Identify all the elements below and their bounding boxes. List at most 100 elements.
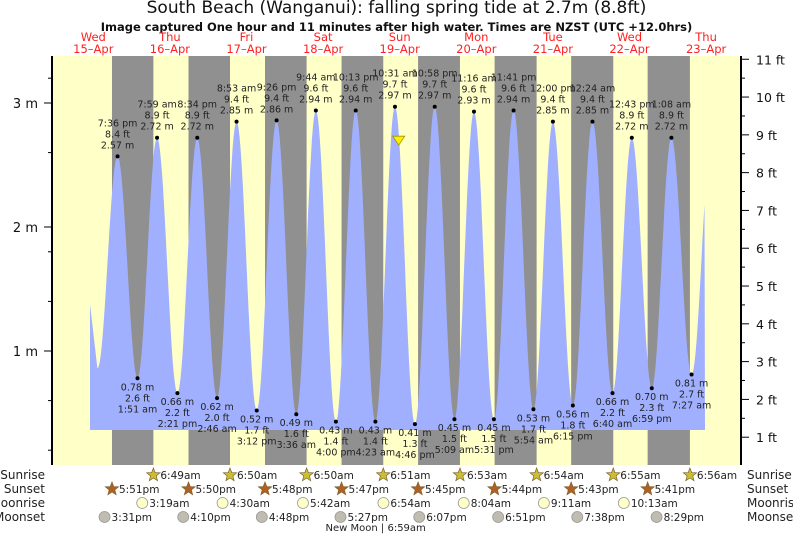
tide-label-high: 9.4 ft: [264, 93, 289, 104]
sunrise-time: 6:55am: [620, 470, 660, 482]
moonset-moon-icon: [650, 511, 663, 523]
sunset-time: 5:41pm: [655, 484, 695, 496]
tide-label-low: 0.81 m: [675, 379, 708, 390]
moonrise-time: 8:04am: [471, 498, 511, 510]
tide-label-high: 9.6 ft: [343, 83, 368, 94]
tide-label-low: 4:00 pm: [316, 448, 356, 459]
moonrise-time: 10:13am: [631, 498, 678, 510]
tide-label-low: 1.6 ft: [284, 429, 309, 440]
right-axis-label: 1 ft: [756, 430, 777, 445]
tide-label-high: 2.57 m: [101, 140, 134, 151]
tide-label-high: 2.85 m: [576, 106, 609, 117]
tide-point-low: [570, 403, 575, 408]
sunset-star-icon: [563, 481, 579, 496]
tide-point-low: [452, 417, 457, 422]
moonrise-time: 3:19am: [149, 498, 189, 510]
tide-label-high: 8:53 am: [217, 84, 256, 95]
tide-point-low: [610, 391, 615, 396]
tide-label-high: 2.97 m: [418, 91, 451, 102]
day-label-date: 22–Apr: [609, 42, 650, 56]
sunrise-star-icon: [452, 467, 468, 482]
tide-label-high: 9.4 ft: [540, 95, 565, 106]
tide-label-high: 9.4 ft: [224, 95, 249, 106]
sunset-time: 5:44pm: [502, 484, 542, 496]
tide-label-high: 9:44 am: [296, 72, 335, 83]
tide-label-low: 1.5 ft: [442, 434, 467, 445]
tide-label-high: 9.4 ft: [580, 95, 605, 106]
tide-point-low: [333, 419, 338, 424]
tide-label-high: 2.72 m: [655, 122, 688, 133]
day-label-date: 21–Apr: [533, 42, 574, 56]
moonset-time: 4:48pm: [269, 512, 309, 524]
day-label-dow: Wed: [617, 30, 642, 44]
day-label-dow: Tue: [542, 30, 563, 44]
sunset-star-icon: [257, 481, 273, 496]
tide-label-low: 4:46 pm: [395, 450, 435, 461]
tide-point-high: [234, 119, 239, 124]
tide-label-high: 2.94 m: [497, 94, 530, 105]
tide-label-low: 5:31 pm: [474, 445, 514, 456]
tide-point-high: [274, 118, 279, 123]
tide-label-low: 2.0 ft: [205, 413, 230, 424]
day-label-dow: Fri: [240, 30, 254, 44]
moonset-time: 3:31pm: [112, 512, 152, 524]
moonset-moon-icon: [255, 511, 268, 523]
moonset-row-label: Moonset: [0, 510, 45, 524]
tide-point-high: [432, 104, 437, 109]
tide-point-high: [115, 154, 120, 159]
tide-label-low: 0.66 m: [161, 397, 194, 408]
sunset-star-icon: [180, 481, 197, 496]
tide-point-high: [353, 108, 358, 113]
moonrise-moon-icon: [457, 497, 470, 509]
tide-label-low: 0.45 m: [438, 423, 471, 434]
moonrise-time: 4:30am: [230, 498, 270, 510]
sunset-row-label-right: Sunset: [747, 482, 788, 496]
tide-point-low: [215, 396, 220, 401]
tide-point-high: [195, 135, 200, 140]
tide-label-high: 2.72 m: [615, 122, 648, 133]
chart-title: South Beach (Wanganui): falling spring t…: [146, 0, 647, 18]
right-axis-label: 4 ft: [756, 317, 777, 332]
tide-label-low: 0.56 m: [556, 410, 589, 421]
tide-label-high: 2.85 m: [220, 106, 253, 117]
sunrise-star-icon: [375, 467, 391, 482]
tide-label-low: 2.3 ft: [639, 403, 664, 414]
moonrise-moon-icon: [377, 497, 390, 509]
tide-label-high: 9.6 ft: [461, 85, 486, 96]
tide-label-low: 0.53 m: [517, 413, 550, 424]
tide-label-low: 2.2 ft: [165, 408, 190, 419]
tide-label-low: 2.6 ft: [125, 393, 150, 404]
moonset-time: 7:38pm: [584, 512, 624, 524]
tide-label-high: 10:58 pm: [412, 69, 458, 80]
tide-label-high: 12:00 pm: [530, 84, 576, 95]
day-label-date: 20–Apr: [456, 42, 497, 56]
moonrise-time: 6:54am: [390, 498, 430, 510]
tide-label-high: 2.94 m: [299, 94, 332, 105]
tide-label-low: 0.41 m: [398, 428, 431, 439]
moonset-time: 5:27pm: [347, 512, 387, 524]
tide-label-high: 2.97 m: [378, 91, 411, 102]
tide-label-low: 3:36 am: [277, 440, 316, 451]
tide-label-low: 1.4 ft: [363, 437, 388, 448]
day-label-dow: Sat: [314, 30, 333, 44]
moonset-moon-icon: [413, 511, 426, 523]
tide-label-low: 1.8 ft: [560, 421, 585, 432]
tide-label-low: 5:09 am: [435, 445, 474, 456]
sunrise-time: 6:50am: [314, 470, 354, 482]
tide-label-low: 4:23 am: [356, 448, 395, 459]
tide-label-high: 2.86 m: [260, 104, 293, 115]
sunrise-time: 6:50am: [237, 470, 277, 482]
moonset-moon-icon: [98, 511, 111, 523]
tide-point-high: [155, 135, 160, 140]
moonset-time: 6:51pm: [505, 512, 545, 524]
day-label-dow: Wed: [81, 30, 106, 44]
sunset-star-icon: [333, 481, 350, 496]
sunset-time: 5:47pm: [349, 484, 389, 496]
sunrise-time: 6:49am: [160, 470, 200, 482]
sunrise-row-label: Sunrise: [0, 468, 45, 482]
right-axis-label: 8 ft: [756, 166, 777, 181]
right-axis-label: 3 ft: [756, 355, 777, 370]
tide-label-high: 8.9 ft: [185, 111, 210, 122]
tide-point-low: [689, 372, 694, 377]
moonrise-row-label: Moonrise: [0, 496, 45, 510]
